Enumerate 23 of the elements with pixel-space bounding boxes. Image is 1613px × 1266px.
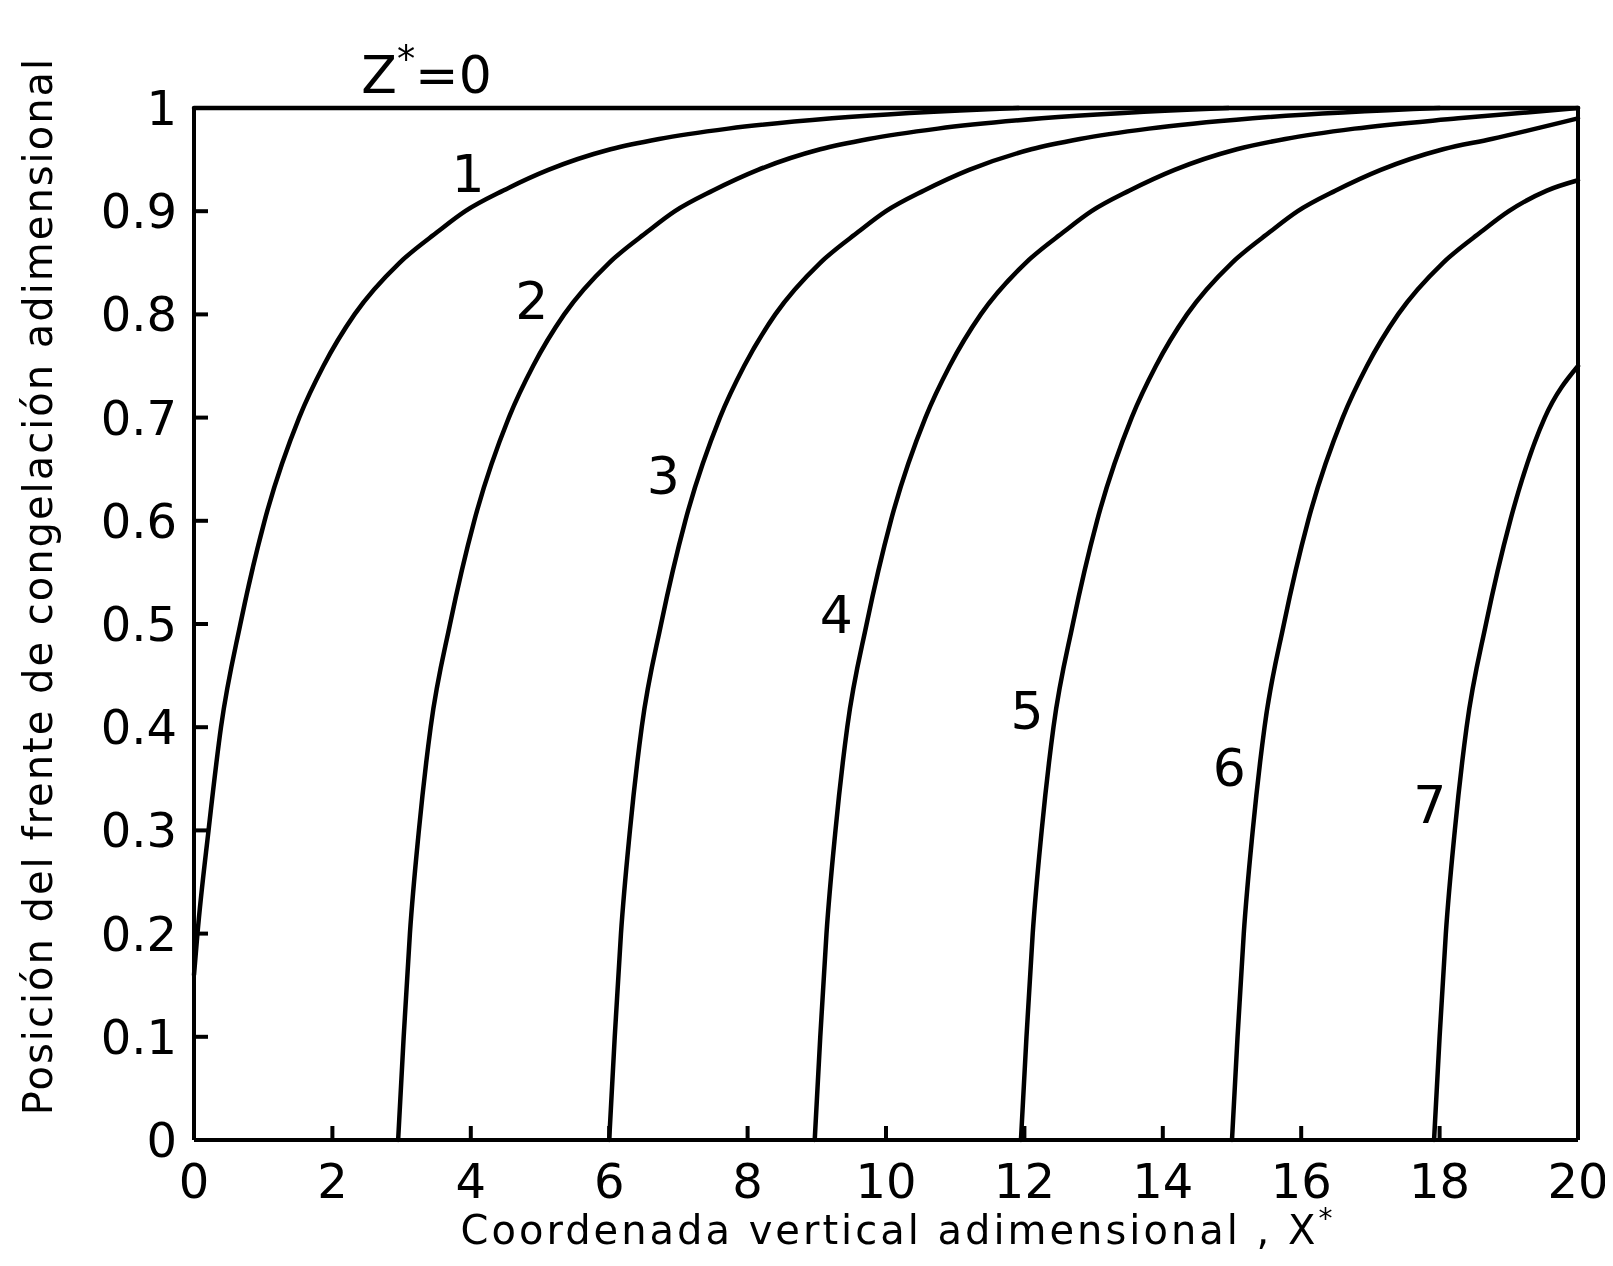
y-tick-label: 0.7 (100, 389, 177, 446)
y-tick-label: 0.6 (100, 492, 177, 549)
y-tick-label: 1 (146, 80, 177, 136)
y-tick-label: 0.8 (100, 286, 177, 343)
y-tick-label: 0.5 (100, 596, 177, 652)
series-label: 2 (515, 270, 549, 331)
x-tick-label: 2 (317, 1153, 348, 1209)
y-tick-label: 0.4 (100, 699, 177, 756)
series-label: 6 (1212, 738, 1246, 799)
x-tick-label: 20 (1547, 1153, 1609, 1209)
y-tick-label: 0.1 (100, 1008, 177, 1065)
x-tick-label: 18 (1409, 1153, 1471, 1209)
series-label: 3 (646, 446, 680, 507)
series-label: 1 (451, 144, 485, 205)
y-tick-label: 0.2 (100, 905, 177, 962)
y-tick-label: 0 (146, 1112, 177, 1168)
series-label: 7 (1413, 774, 1447, 835)
y-tick-label: 0.9 (100, 183, 177, 240)
series-label: Z$^{*}$=0 (361, 37, 492, 105)
y-axis-title: Posición del frente de congelación adimensional (15, 56, 61, 1116)
y-tick-label: 0.3 (100, 802, 177, 859)
series-label: 4 (819, 584, 853, 645)
series-label: 5 (1010, 680, 1044, 741)
